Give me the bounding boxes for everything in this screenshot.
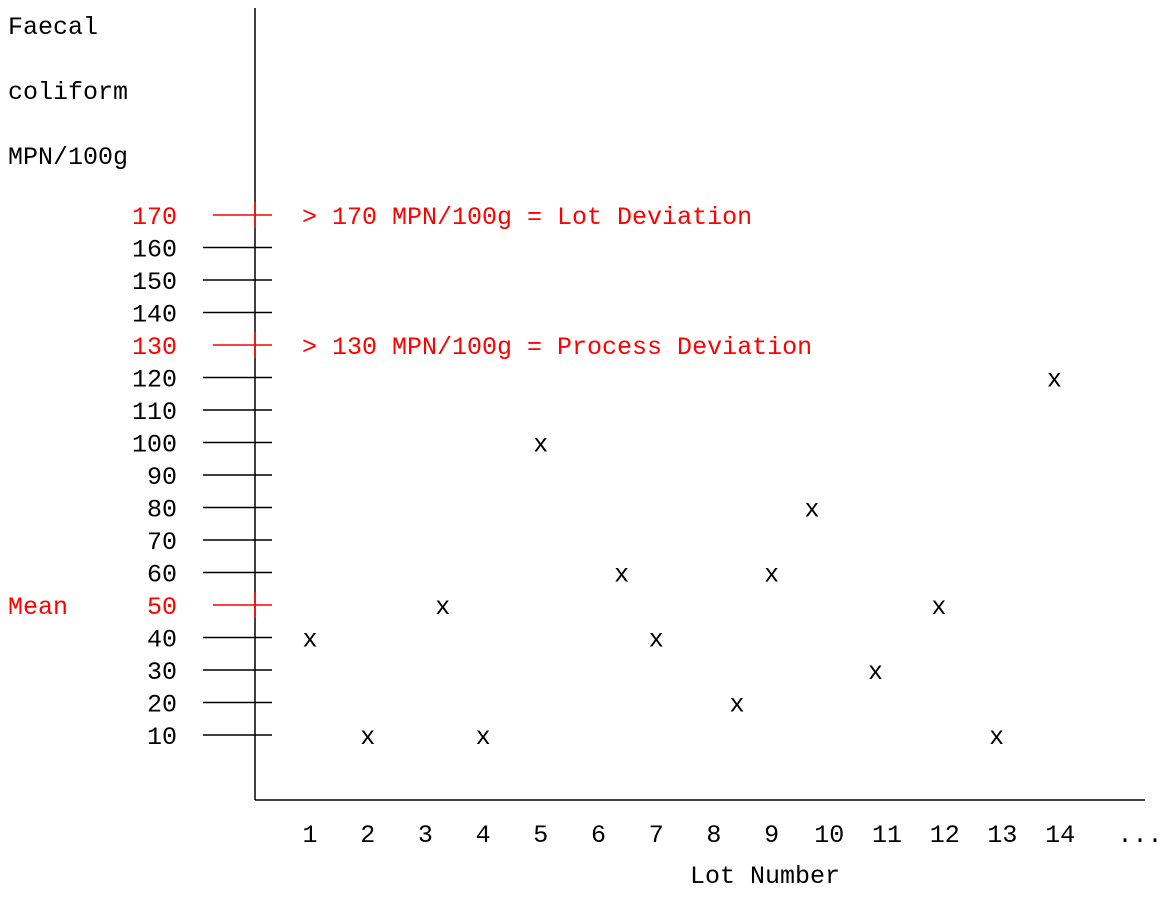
- y-tick-label: 160: [132, 236, 177, 265]
- x-tick-label: 7: [649, 821, 664, 850]
- y-tick-label: 40: [147, 626, 177, 655]
- x-tick-label: 10: [814, 821, 844, 850]
- x-tick-label: 14: [1045, 821, 1075, 850]
- y-tick-label: 100: [132, 431, 177, 460]
- axes: [254, 8, 1145, 801]
- mean-label: Mean: [8, 593, 68, 622]
- y-tick-label: 170: [132, 203, 177, 232]
- x-tick-label: 5: [533, 821, 548, 850]
- y-tick-label: 10: [147, 723, 177, 752]
- y-tick-label: 110: [132, 398, 177, 427]
- x-ticks: 1 2 3 4 5 6 7 8 9 10 11 12 13 14...: [302, 821, 1162, 850]
- data-point-marker: x: [729, 691, 744, 720]
- x-tick-label: 8: [706, 821, 721, 850]
- y-tick-label: 50: [147, 593, 177, 622]
- data-point-marker: x: [764, 561, 779, 590]
- data-point-marker: x: [435, 593, 450, 622]
- x-tick-label: 11: [872, 821, 902, 850]
- data-point-marker: x: [804, 496, 819, 525]
- x-tick-label: 1: [302, 821, 317, 850]
- x-tick-label: 3: [418, 821, 433, 850]
- x-tick-label: 2: [360, 821, 375, 850]
- data-point-marker: x: [614, 561, 629, 590]
- y-axis-title-line: coliform: [8, 78, 128, 107]
- data-point-marker: x: [649, 626, 664, 655]
- x-axis-title: Lot Number: [690, 862, 840, 891]
- y-tick-label: 120: [132, 366, 177, 395]
- y-ticks: 10 20 30 40 50 60 70 80 90 100 110 120 130 140 150 160 1…: [132, 202, 272, 752]
- data-point-marker: x: [533, 431, 548, 460]
- reference-labels: > 170 MPN/100g = Lot Deviation > 130 MPN/…: [8, 203, 812, 622]
- y-tick-label: 150: [132, 268, 177, 297]
- x-tick-label: 12: [930, 821, 960, 850]
- data-point-marker: x: [868, 658, 883, 687]
- y-axis-title-line: MPN/100g: [8, 143, 128, 172]
- data-point-marker: x: [1047, 366, 1062, 395]
- data-point-marker: x: [476, 723, 491, 752]
- data-points: x x x x x x x x x x x x x x: [302, 366, 1061, 753]
- y-axis-title-line: Faecal: [8, 13, 98, 42]
- data-point-marker: x: [302, 626, 317, 655]
- x-axis-continuation: ...: [1117, 821, 1162, 850]
- y-tick-label: 30: [147, 658, 177, 687]
- y-tick-label: 20: [147, 691, 177, 720]
- data-point-marker: x: [931, 593, 946, 622]
- x-tick-label: 4: [476, 821, 491, 850]
- y-tick-label: 60: [147, 561, 177, 590]
- reference-line-label: > 130 MPN/100g = Process Deviation: [302, 333, 812, 362]
- x-tick-label: 6: [591, 821, 606, 850]
- x-tick-label: 9: [764, 821, 779, 850]
- y-tick-label: 90: [147, 463, 177, 492]
- y-tick-label: 140: [132, 301, 177, 330]
- reference-line-label: > 170 MPN/100g = Lot Deviation: [302, 203, 752, 232]
- data-point-marker: x: [989, 723, 1004, 752]
- y-axis-title: Faecal coliform MPN/100g: [8, 13, 128, 172]
- y-tick-label: 130: [132, 333, 177, 362]
- x-tick-label: 13: [987, 821, 1017, 850]
- y-tick-label: 80: [147, 496, 177, 525]
- data-point-marker: x: [360, 723, 375, 752]
- y-tick-label: 70: [147, 528, 177, 557]
